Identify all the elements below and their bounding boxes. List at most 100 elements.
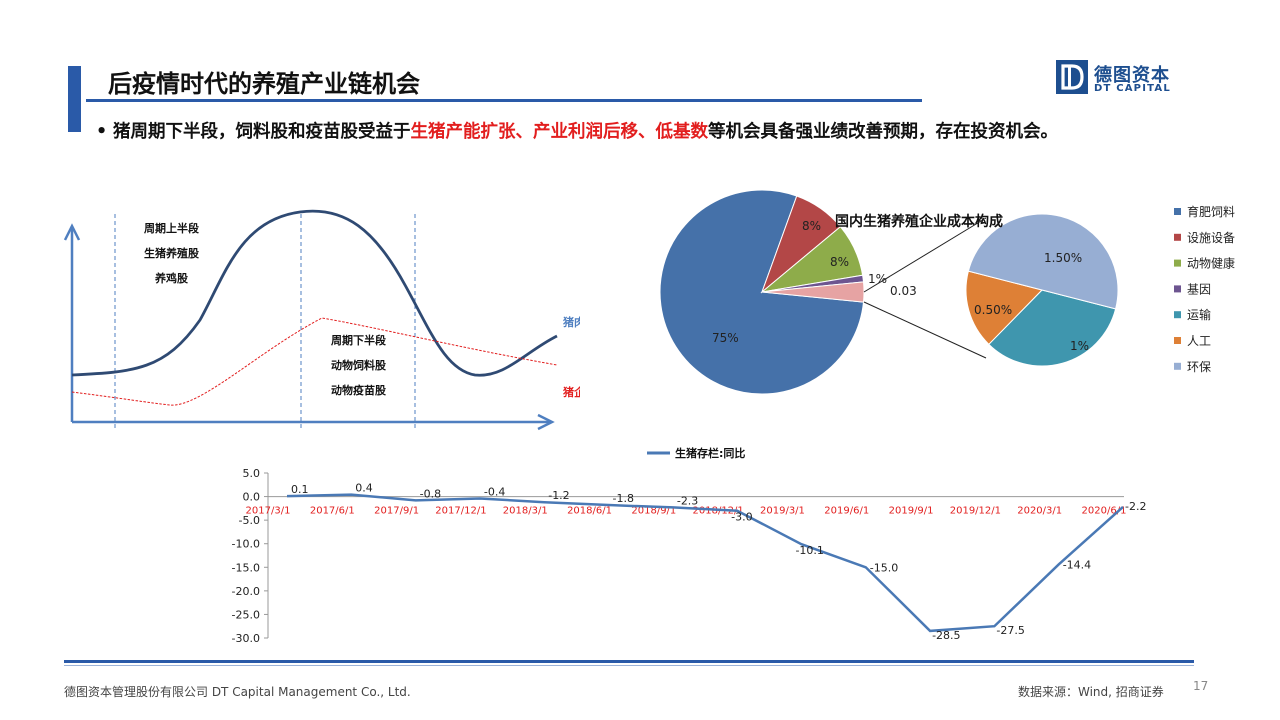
logo-mark-icon	[1056, 60, 1088, 94]
upper-phase-item-2: 养鸡股	[154, 271, 189, 285]
bullet-text-part1: 猪周期下半段，饲料股和疫苗股受益于	[113, 122, 411, 142]
breakdown-slice-0	[988, 289, 1117, 367]
data-label-8: -10.1	[795, 544, 823, 557]
x-tick-label-11: 2019/12/1	[950, 506, 1001, 517]
pie-slice-4	[761, 281, 865, 303]
connector-line-top	[863, 217, 987, 293]
page-number: 17	[1193, 679, 1209, 693]
legend-label-5: 人工	[1187, 334, 1211, 348]
data-label-0: 0.1	[291, 483, 309, 496]
data-label-7: -3.0	[731, 511, 752, 524]
legend-swatch-3	[1174, 285, 1181, 293]
logo-text-cn: 德图资本	[1094, 65, 1170, 86]
pie-slice-label-0: 75%	[712, 331, 739, 345]
line-plot: 0.1 0.4 -0.8 -0.4 -1.2 -1.8 -2.3 -3.0 -10.1 -15.0…	[286, 482, 1146, 642]
y-tick-label-4: -15.0	[232, 561, 260, 574]
line-axes: 5.0 0.0 -5.0 -10.0 -15.0 -20.0 -25.0 -30.0 2017/…	[232, 467, 1127, 645]
data-label-12: -14.4	[1063, 558, 1091, 571]
title-underline	[86, 99, 922, 102]
lower-phase-item-2: 动物疫苗股	[331, 383, 387, 397]
data-label-2: -0.8	[420, 487, 441, 500]
upper-phase-item-1: 生猪养殖股	[144, 246, 200, 260]
pie-slice-label-3: 1%	[868, 272, 887, 286]
x-tick-label-1: 2017/6/1	[310, 506, 355, 517]
x-tick-label-8: 2019/3/1	[760, 506, 805, 517]
footer-rule	[64, 660, 1194, 663]
data-label-13: -2.2	[1125, 500, 1146, 513]
breakdown-slice-label-1: 0.50%	[974, 303, 1012, 317]
pie-slice-label-1: 8%	[802, 219, 821, 233]
line-legend: 生猪存栏:同比	[647, 446, 745, 460]
y-tick-label-3: -10.0	[232, 538, 260, 551]
data-label-11: -27.5	[996, 624, 1024, 637]
data-label-1: 0.4	[355, 482, 373, 495]
x-tick-label-2: 2017/9/1	[374, 506, 419, 517]
title-accent-bar	[68, 66, 81, 132]
breakdown-slice-2	[967, 213, 1119, 310]
pork-price-label: 猪肉价格	[562, 315, 580, 329]
pie-chart-title: 国内生猪养殖企业成本构成	[835, 213, 1003, 230]
bullet-text: 猪周期下半段，饲料股和疫苗股受益于生猪产能扩张、产业利润后移、低基数等机会具备强…	[113, 120, 1146, 145]
series-line	[286, 493, 1124, 633]
logo-text-en: DT CAPITAL	[1094, 83, 1171, 94]
legend-swatch-5	[1174, 337, 1181, 344]
lower-phase-item-1: 动物饲料股	[331, 358, 387, 372]
pie-slice-label-2: 8%	[830, 255, 849, 269]
y-axis-arrow-icon	[63, 223, 81, 241]
line-legend-label: 生猪存栏:同比	[675, 446, 745, 460]
y-tick-label-2: -5.0	[239, 514, 260, 527]
pie-labels: 75%8%8%1%0.031%0.50%1.50%	[712, 219, 1089, 353]
y-tick-label-6: -25.0	[232, 608, 260, 621]
y-tick-label-7: -30.0	[232, 632, 260, 645]
x-tick-label-3: 2017/12/1	[435, 506, 486, 517]
x-tick-label-13: 2020/6/1	[1082, 506, 1127, 517]
legend-swatch-4	[1174, 311, 1181, 319]
x-tick-label-10: 2019/9/1	[889, 506, 934, 517]
pig-cycle-diagram: 周期上半段 生猪养殖股 养鸡股 周期下半段 动物饲料股 动物疫苗股 猪肉价格 猪…	[63, 209, 580, 431]
x-axis-arrow-icon	[537, 413, 555, 431]
footer-rule-thin	[64, 665, 1194, 666]
footer-source: 数据来源：Wind, 招商证券	[1018, 685, 1164, 699]
main-pie	[659, 189, 865, 395]
legend-label-3: 基因	[1187, 282, 1211, 296]
legend-label-0: 育肥饲料	[1187, 204, 1235, 219]
y-tick-label-5: -20.0	[232, 585, 260, 598]
x-tick-label-12: 2020/3/1	[1017, 506, 1062, 517]
legend-swatch-6	[1174, 362, 1181, 370]
legend-label-6: 环保	[1187, 360, 1211, 374]
breakdown-slice-label-2: 1.50%	[1044, 251, 1082, 265]
legend-label-4: 运输	[1187, 307, 1211, 322]
data-label-10: -28.5	[932, 629, 960, 642]
pig-cost-curve	[71, 317, 558, 406]
bullet-highlight: 生猪产能扩张、产业利润后移、低基数	[410, 122, 709, 142]
hog-inventory-yoy-line-chart: 生猪存栏:同比 5.0 0.0 -5.0 -10.0 -15.0 -20.0 -25.0 -3…	[232, 446, 1147, 645]
upper-phase-title: 周期上半段	[144, 221, 199, 235]
lower-phase-title: 周期下半段	[331, 333, 386, 347]
y-tick-label-0: 5.0	[243, 467, 261, 480]
x-tick-label-6: 2018/9/1	[631, 506, 676, 517]
page-title: 后疫情时代的养殖产业链机会	[108, 70, 420, 98]
cost-structure-pie-chart: 75%8%8%1%0.031%0.50%1.50% 国内生猪养殖企业成本构成 育…	[659, 189, 1235, 395]
breakdown-slice-label-0: 1%	[1070, 339, 1089, 353]
data-label-9: -15.0	[870, 561, 898, 574]
data-label-5: -1.8	[613, 492, 634, 505]
x-tick-label-9: 2019/6/1	[824, 506, 869, 517]
legend-swatch-2	[1174, 259, 1181, 267]
bullet-text-part2: 等机会具备强业绩改善预期，存在投资机会。	[708, 122, 1058, 142]
y-tick-label-1: 0.0	[243, 491, 261, 504]
pie-slice-label-4: 0.03	[890, 284, 917, 298]
x-tick-label-0: 2017/3/1	[246, 506, 291, 517]
bullet-dot-icon: •	[96, 122, 108, 142]
legend-swatch-1	[1174, 233, 1181, 241]
logo: 德图资本 DT CAPITAL	[1056, 60, 1180, 98]
x-tick-label-4: 2018/3/1	[503, 506, 548, 517]
breakdown-pie	[965, 213, 1119, 367]
bullet-point: • 猪周期下半段，饲料股和疫苗股受益于生猪产能扩张、产业利润后移、低基数等机会具…	[96, 120, 1146, 145]
data-label-3: -0.4	[484, 485, 505, 498]
pork-price-curve	[71, 209, 558, 377]
data-label-4: -1.2	[548, 489, 569, 502]
breakdown-slice-1	[965, 270, 1043, 346]
pig-cost-label: 猪企成本	[562, 385, 580, 399]
footer-company: 德图资本管理股份有限公司 DT Capital Management Co., …	[64, 685, 411, 699]
